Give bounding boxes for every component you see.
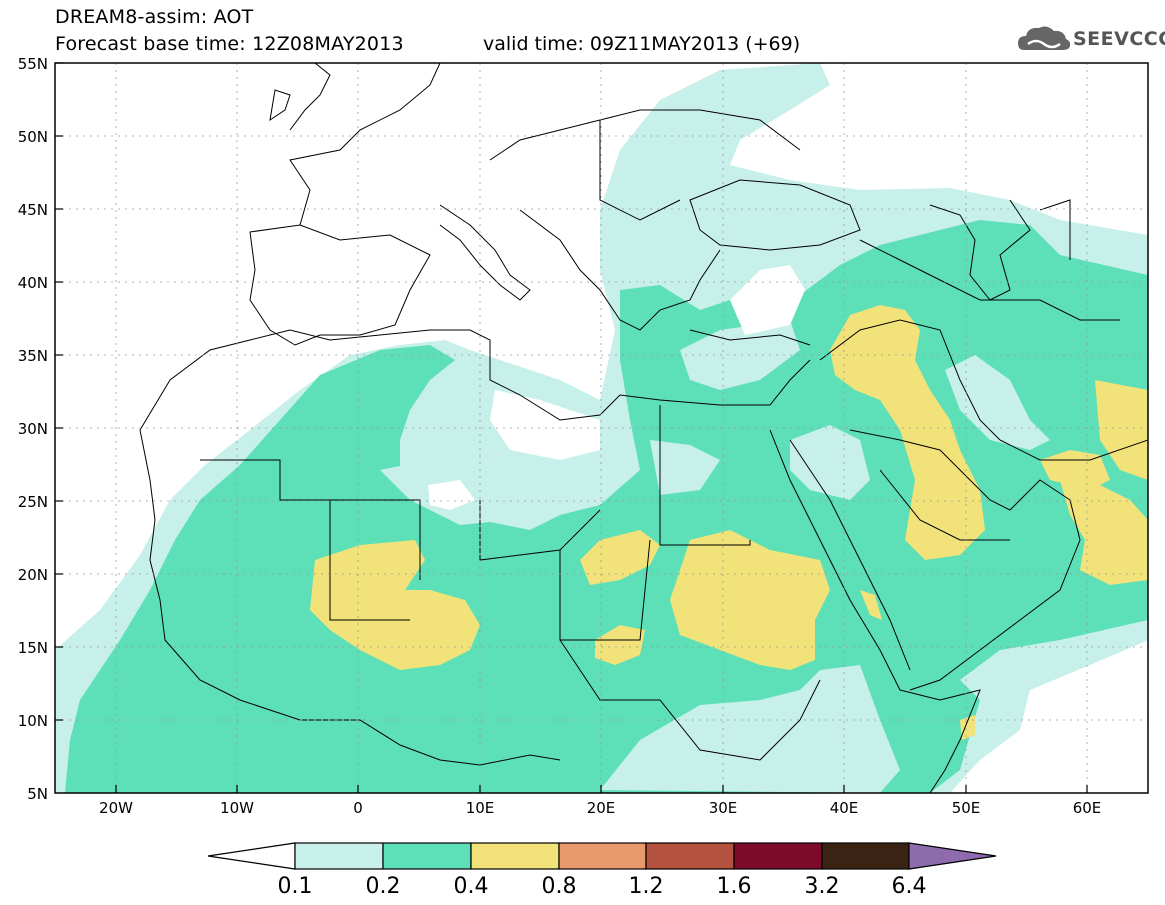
- colorbar-label: 1.6: [717, 874, 752, 899]
- logo-text: SEEVCCC: [1073, 28, 1165, 50]
- lon-label: 40E: [830, 799, 859, 817]
- aot-low-turkey: [680, 320, 800, 390]
- colorbar-label: 0.1: [278, 874, 313, 899]
- valid-time: valid time: 09Z11MAY2013 (+69): [483, 33, 801, 55]
- colorbar-swatch: [733, 842, 823, 870]
- lat-label: 50N: [18, 128, 48, 146]
- seevccc-logo: SEEVCCC: [1016, 22, 1165, 56]
- colorbar-label: 1.2: [629, 874, 664, 899]
- aot-band-0.4-iraq: [830, 305, 985, 560]
- lon-label: 60E: [1073, 799, 1102, 817]
- colorbar-swatch: [470, 842, 560, 870]
- colorbar-high-arrow: [908, 842, 997, 870]
- colorbar-label: 0.4: [454, 874, 489, 899]
- lat-label: 5N: [27, 785, 48, 803]
- lat-label: 35N: [18, 347, 48, 365]
- colorbar-swatch: [294, 842, 384, 870]
- colorbar-low-arrow: [207, 842, 296, 870]
- lat-label: 10N: [18, 712, 48, 730]
- lon-label: 50E: [952, 799, 981, 817]
- colorbar-label: 3.2: [805, 874, 840, 899]
- lat-label: 20N: [18, 566, 48, 584]
- lon-label: 20E: [587, 799, 616, 817]
- lon-label: 20W: [99, 799, 133, 817]
- colorbar-swatch: [558, 842, 647, 870]
- lat-label: 45N: [18, 201, 48, 219]
- lon-label: 10W: [220, 799, 254, 817]
- lat-label: 40N: [18, 274, 48, 292]
- aot-band-0.4-chad: [580, 530, 660, 585]
- colorbar-swatch: [645, 842, 735, 870]
- lat-label: 55N: [18, 55, 48, 73]
- aot-band-0.4-west: [310, 540, 480, 670]
- colorbar-swatch: [382, 842, 472, 870]
- forecast-base-time: Forecast base time: 12Z08MAY2013: [55, 33, 404, 55]
- colorbar-swatch: [821, 842, 910, 870]
- lat-label: 25N: [18, 493, 48, 511]
- latitude-labels: 55N 50N 45N 40N 35N 30N 25N 20N 15N 10N …: [18, 55, 48, 803]
- aot-band-0.4-sudan: [670, 530, 830, 670]
- colorbar-label: 0.8: [542, 874, 577, 899]
- lon-label: 0: [353, 799, 363, 817]
- colorbar-label: 6.4: [892, 874, 927, 899]
- lon-label: 30E: [709, 799, 738, 817]
- cloud-icon: [1018, 26, 1071, 50]
- lat-label: 30N: [18, 420, 48, 438]
- coastlines: [139, 63, 1148, 793]
- lat-label: 15N: [18, 639, 48, 657]
- gridlines: [55, 63, 1148, 793]
- tick-marks: [55, 62, 1088, 793]
- colorbar: 0.1 0.2 0.4 0.8 1.2 1.6 3.2 6.4: [207, 842, 997, 899]
- longitude-labels: 20W 10W 0 10E 20E 30E 40E 50E 60E: [99, 799, 1101, 817]
- colorbar-label: 0.2: [366, 874, 401, 899]
- lon-label: 10E: [466, 799, 495, 817]
- map-title: DREAM8-assim: AOT: [55, 6, 254, 28]
